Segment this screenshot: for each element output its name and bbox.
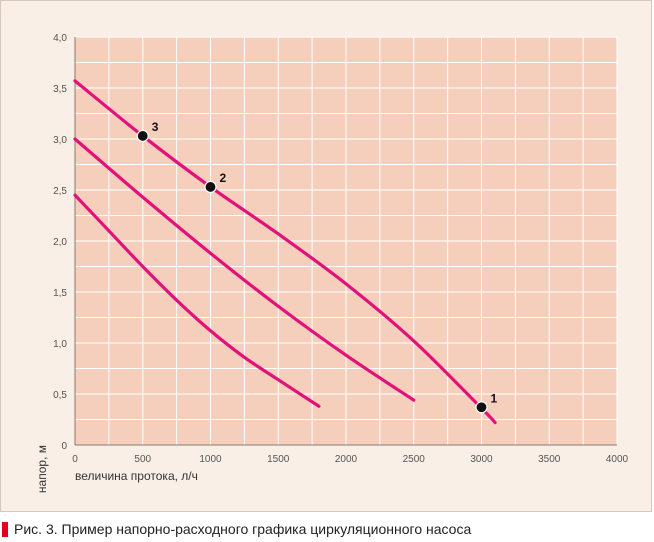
point-label-2: 2 <box>220 171 227 185</box>
series-line-curve-low <box>73 193 321 408</box>
x-tick-label: 2500 <box>403 454 426 465</box>
y-tick-label: 0 <box>61 441 67 452</box>
y-tick-label: 1,5 <box>53 288 67 299</box>
x-axis-label: величина протока, л/ч <box>75 469 198 483</box>
caption-marker <box>2 521 8 537</box>
point-label-1: 1 <box>491 391 498 405</box>
x-tick-label: 0 <box>72 454 78 465</box>
point-label-3: 3 <box>152 120 159 134</box>
y-tick-label: 0,5 <box>53 390 67 401</box>
series-line-curve-mid <box>73 137 416 402</box>
chart-frame: 0 500 1000 1500 2000 2500 3000 3500 4000 0 0,5 1,0 1… <box>0 0 652 512</box>
y-tick-label: 3,0 <box>53 135 67 146</box>
y-tick-label: 2,5 <box>53 186 67 197</box>
pump-curve-chart: 0 500 1000 1500 2000 2500 3000 3500 4000 0 0,5 1,0 1… <box>35 33 629 493</box>
y-tick-label: 4,0 <box>53 33 67 44</box>
grid <box>74 36 618 446</box>
x-tick-label: 3500 <box>538 454 561 465</box>
y-tick-label: 3,5 <box>53 84 67 95</box>
x-tick-label: 4000 <box>606 454 629 465</box>
x-tick-label: 2000 <box>335 454 358 465</box>
y-tick-label: 2,0 <box>53 237 67 248</box>
caption-text: Рис. 3. Пример напорно-расходного график… <box>14 521 472 537</box>
point-marker-2 <box>204 180 217 194</box>
points: 1 2 3 <box>136 120 498 414</box>
y-tick-label: 1,0 <box>53 339 67 350</box>
y-axis-label: напор, м <box>35 445 49 493</box>
x-tick-label: 500 <box>134 454 151 465</box>
x-tick-label: 1500 <box>267 454 290 465</box>
figure-caption: Рис. 3. Пример напорно-расходного график… <box>0 520 471 538</box>
x-tick-label: 3000 <box>470 454 493 465</box>
axes: 0 500 1000 1500 2000 2500 3000 3500 4000 0 0,5 1,0 1… <box>53 33 628 465</box>
point-marker-1 <box>475 401 488 414</box>
point-marker-3 <box>136 129 149 143</box>
x-tick-label: 1000 <box>199 454 222 465</box>
